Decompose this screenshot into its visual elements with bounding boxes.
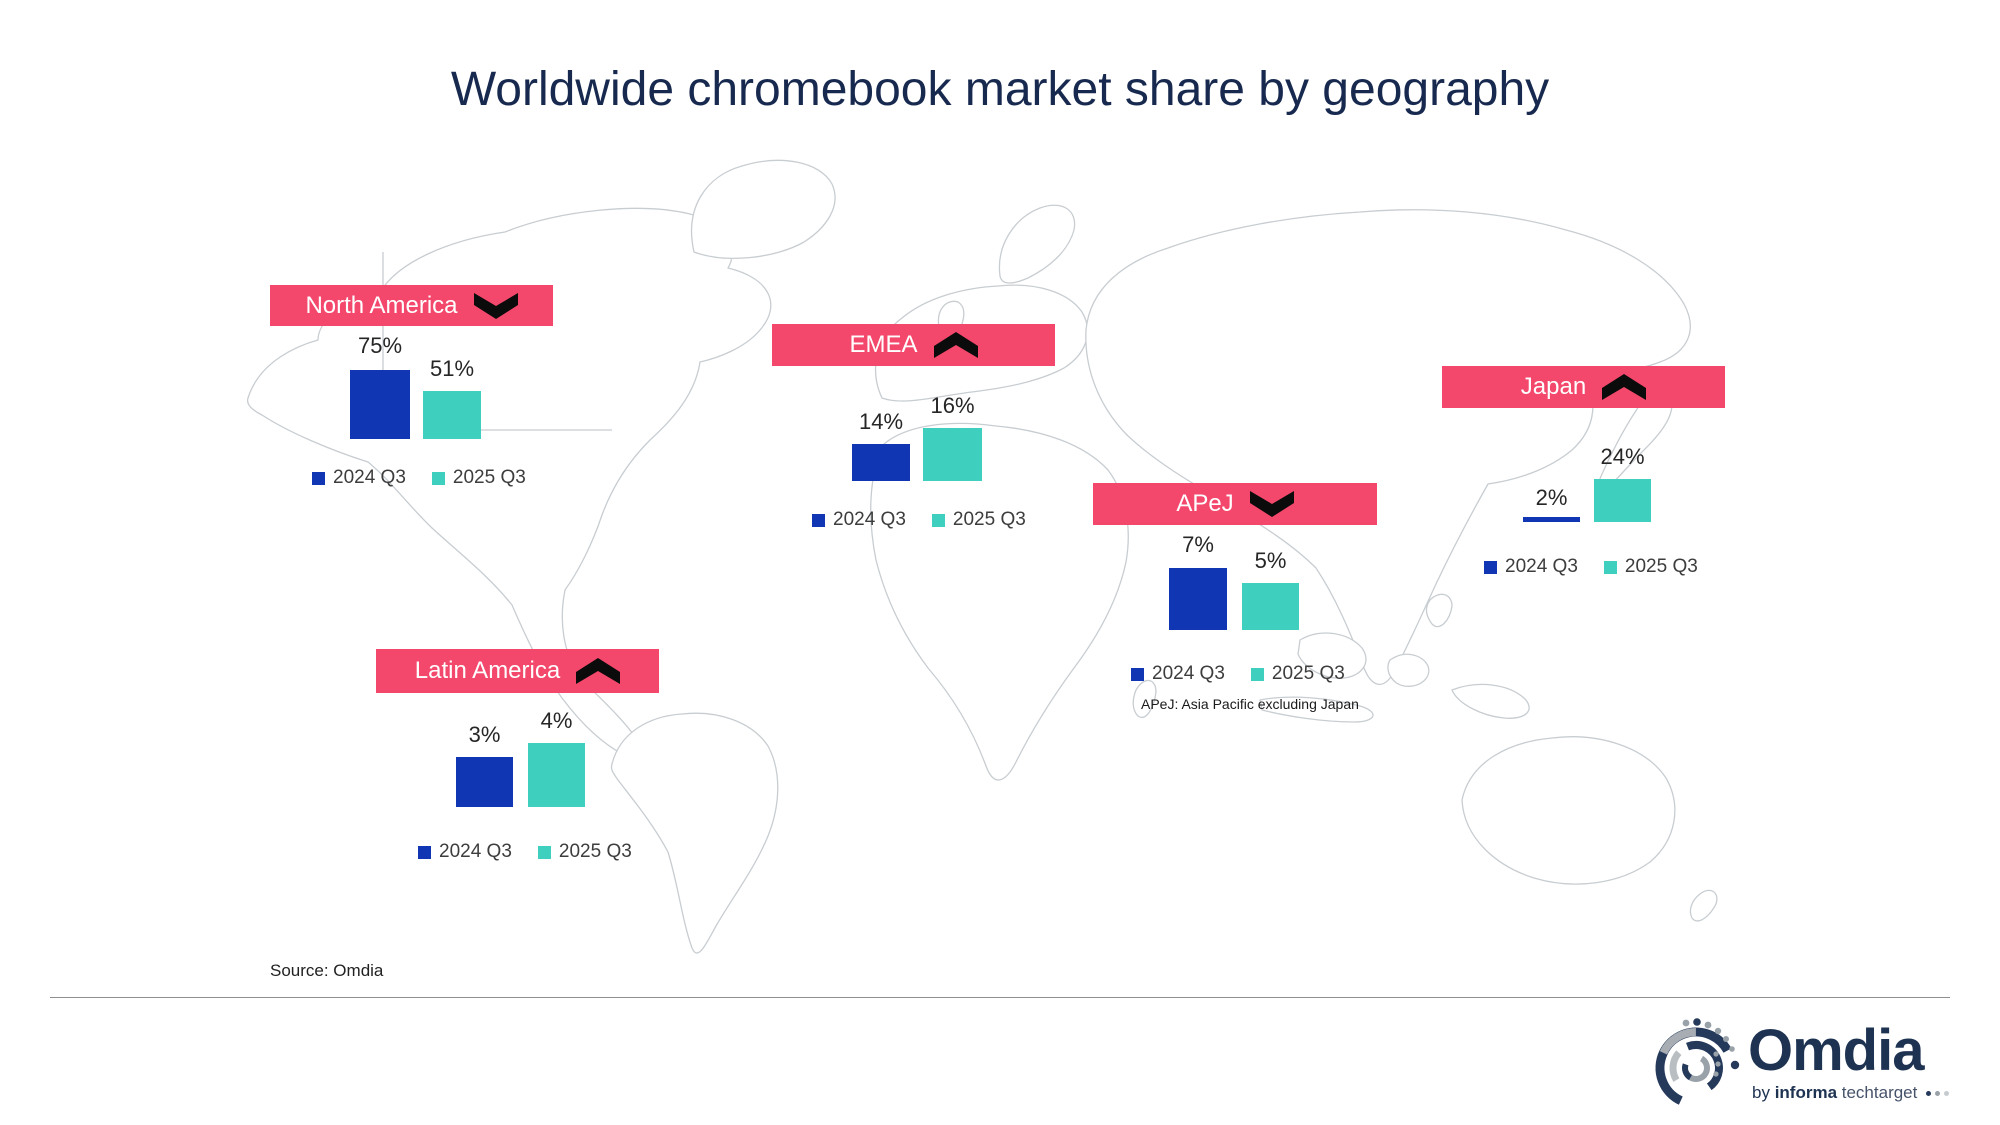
value-label-2024: 3% bbox=[468, 722, 501, 747]
bar-2025 bbox=[528, 743, 585, 807]
tagline-dot-3 bbox=[1944, 1091, 1950, 1097]
legend-label-2024: 2024 Q3 bbox=[1505, 556, 1578, 577]
tagline-techtarget: techtarget bbox=[1837, 1083, 1918, 1102]
mini-legend: 2024 Q3 2025 Q3 bbox=[812, 509, 1026, 531]
region-banner-japan: Japan bbox=[1442, 366, 1725, 408]
map-philippines bbox=[1425, 593, 1453, 628]
source-credit: Source: Omdia bbox=[270, 961, 384, 980]
value-label-2024: 2% bbox=[1535, 485, 1568, 510]
region-banner-apej: APeJ bbox=[1093, 483, 1377, 525]
region-label: APeJ bbox=[1176, 490, 1234, 517]
map-africa bbox=[870, 422, 1129, 781]
region-label: Japan bbox=[1520, 373, 1587, 400]
mini-legend: 2024 Q3 2025 Q3 bbox=[1131, 663, 1345, 685]
region-label: Latin America bbox=[414, 657, 561, 684]
footer-divider bbox=[50, 997, 1950, 998]
value-label-2024: 14% bbox=[858, 409, 904, 434]
bar-2024 bbox=[1523, 517, 1580, 522]
omdia-logo-icon bbox=[1655, 1018, 1740, 1109]
region-banner-emea: EMEA bbox=[772, 324, 1055, 366]
region-label: EMEA bbox=[849, 331, 918, 358]
legend-label-2025: 2025 Q3 bbox=[452, 467, 526, 488]
mini-legend: 2024 Q3 2025 Q3 bbox=[312, 467, 526, 489]
mini-legend: 2024 Q3 2025 Q3 bbox=[418, 841, 632, 863]
map-borneo bbox=[1297, 632, 1367, 679]
legend-swatch-2024 bbox=[1484, 560, 1497, 574]
map-north-america bbox=[246, 207, 772, 759]
map-new-zealand bbox=[1689, 889, 1718, 922]
legend-swatch-2024 bbox=[1131, 667, 1144, 681]
bar-2024 bbox=[852, 444, 910, 481]
map-scandinavia bbox=[998, 204, 1076, 284]
trend-down-icon bbox=[473, 292, 518, 319]
legend-swatch-2025 bbox=[537, 845, 551, 859]
bar-2024 bbox=[1169, 568, 1227, 630]
omdia-tagline: by informa techtarget bbox=[1752, 1083, 1950, 1103]
map-greenland bbox=[690, 159, 836, 259]
bar-2025 bbox=[923, 428, 982, 481]
map-madagascar bbox=[1132, 679, 1157, 718]
tagline-dot-1 bbox=[1926, 1091, 1932, 1097]
value-label-2025: 16% bbox=[930, 393, 975, 418]
legend-swatch-2024 bbox=[418, 845, 431, 859]
page-title: Worldwide chromebook market share by geo… bbox=[450, 63, 1550, 116]
omdia-wordmark: Omdia bbox=[1748, 1018, 1924, 1083]
legend-swatch-2025 bbox=[1250, 667, 1264, 681]
legend-label-2025: 2025 Q3 bbox=[558, 841, 632, 862]
legend-swatch-2025 bbox=[931, 513, 945, 527]
trend-down-icon bbox=[1249, 491, 1294, 517]
value-label-2025: 24% bbox=[1600, 444, 1645, 469]
legend-swatch-2025 bbox=[1603, 560, 1617, 574]
region-label: North America bbox=[305, 291, 458, 319]
bar-2025 bbox=[423, 391, 481, 439]
legend-label-2024: 2024 Q3 bbox=[1152, 663, 1225, 684]
legend-swatch-2025 bbox=[431, 471, 445, 485]
map-sulawesi bbox=[1387, 653, 1430, 687]
trend-up-icon bbox=[576, 658, 621, 684]
map-new-guinea bbox=[1451, 683, 1530, 719]
legend-label-2024: 2024 Q3 bbox=[333, 467, 406, 488]
legend-label-2025: 2025 Q3 bbox=[1271, 663, 1345, 684]
trend-up-icon bbox=[933, 332, 978, 358]
apej-footnote: APeJ: Asia Pacific excluding Japan bbox=[1141, 696, 1359, 712]
mini-legend: 2024 Q3 2025 Q3 bbox=[1484, 556, 1698, 578]
map-asia bbox=[1085, 209, 1691, 685]
legend-swatch-2024 bbox=[312, 471, 325, 485]
legend-label-2025: 2025 Q3 bbox=[952, 509, 1026, 530]
bar-2025 bbox=[1594, 479, 1651, 522]
value-label-2025: 5% bbox=[1254, 548, 1287, 573]
map-java bbox=[1259, 696, 1374, 723]
bar-2025 bbox=[1242, 583, 1299, 630]
bar-2024 bbox=[350, 370, 410, 439]
map-australia bbox=[1461, 736, 1676, 885]
legend-label-2024: 2024 Q3 bbox=[439, 841, 512, 862]
legend-label-2024: 2024 Q3 bbox=[833, 509, 906, 530]
legend-swatch-2024 bbox=[812, 513, 825, 527]
legend-label-2025: 2025 Q3 bbox=[1624, 556, 1698, 577]
trend-up-icon bbox=[1602, 374, 1647, 400]
map-south-america bbox=[610, 712, 779, 954]
region-banner-latin-america: Latin America bbox=[376, 649, 659, 693]
value-label-2024: 7% bbox=[1182, 532, 1214, 557]
tagline-dot-2 bbox=[1935, 1091, 1941, 1097]
value-label-2025: 4% bbox=[540, 708, 573, 733]
value-label-2025: 51% bbox=[429, 356, 475, 381]
tagline-informa: informa bbox=[1774, 1083, 1838, 1102]
region-banner-north-america: North America bbox=[270, 285, 553, 326]
tagline-by: by bbox=[1752, 1083, 1775, 1102]
value-label-2024: 75% bbox=[357, 333, 403, 358]
bar-2024 bbox=[456, 757, 513, 807]
